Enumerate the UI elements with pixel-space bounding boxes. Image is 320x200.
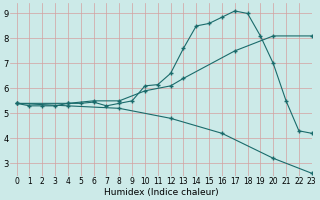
- X-axis label: Humidex (Indice chaleur): Humidex (Indice chaleur): [104, 188, 218, 197]
